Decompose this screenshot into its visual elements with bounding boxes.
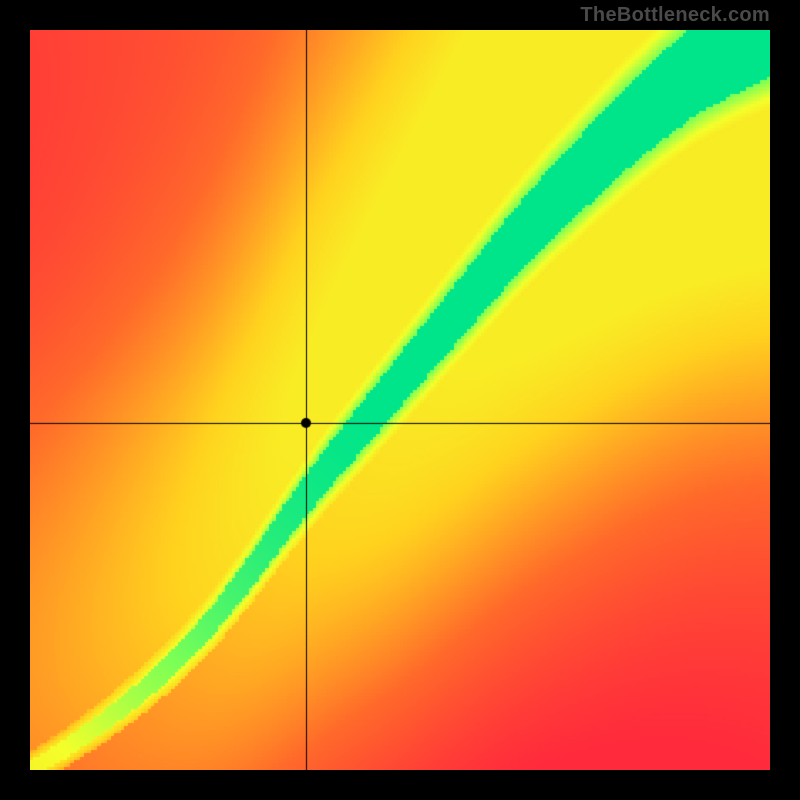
heatmap-chart [30, 30, 770, 770]
attribution-text: TheBottleneck.com [580, 4, 770, 27]
heatmap-canvas [30, 30, 770, 770]
chart-container: TheBottleneck.com [0, 0, 800, 800]
